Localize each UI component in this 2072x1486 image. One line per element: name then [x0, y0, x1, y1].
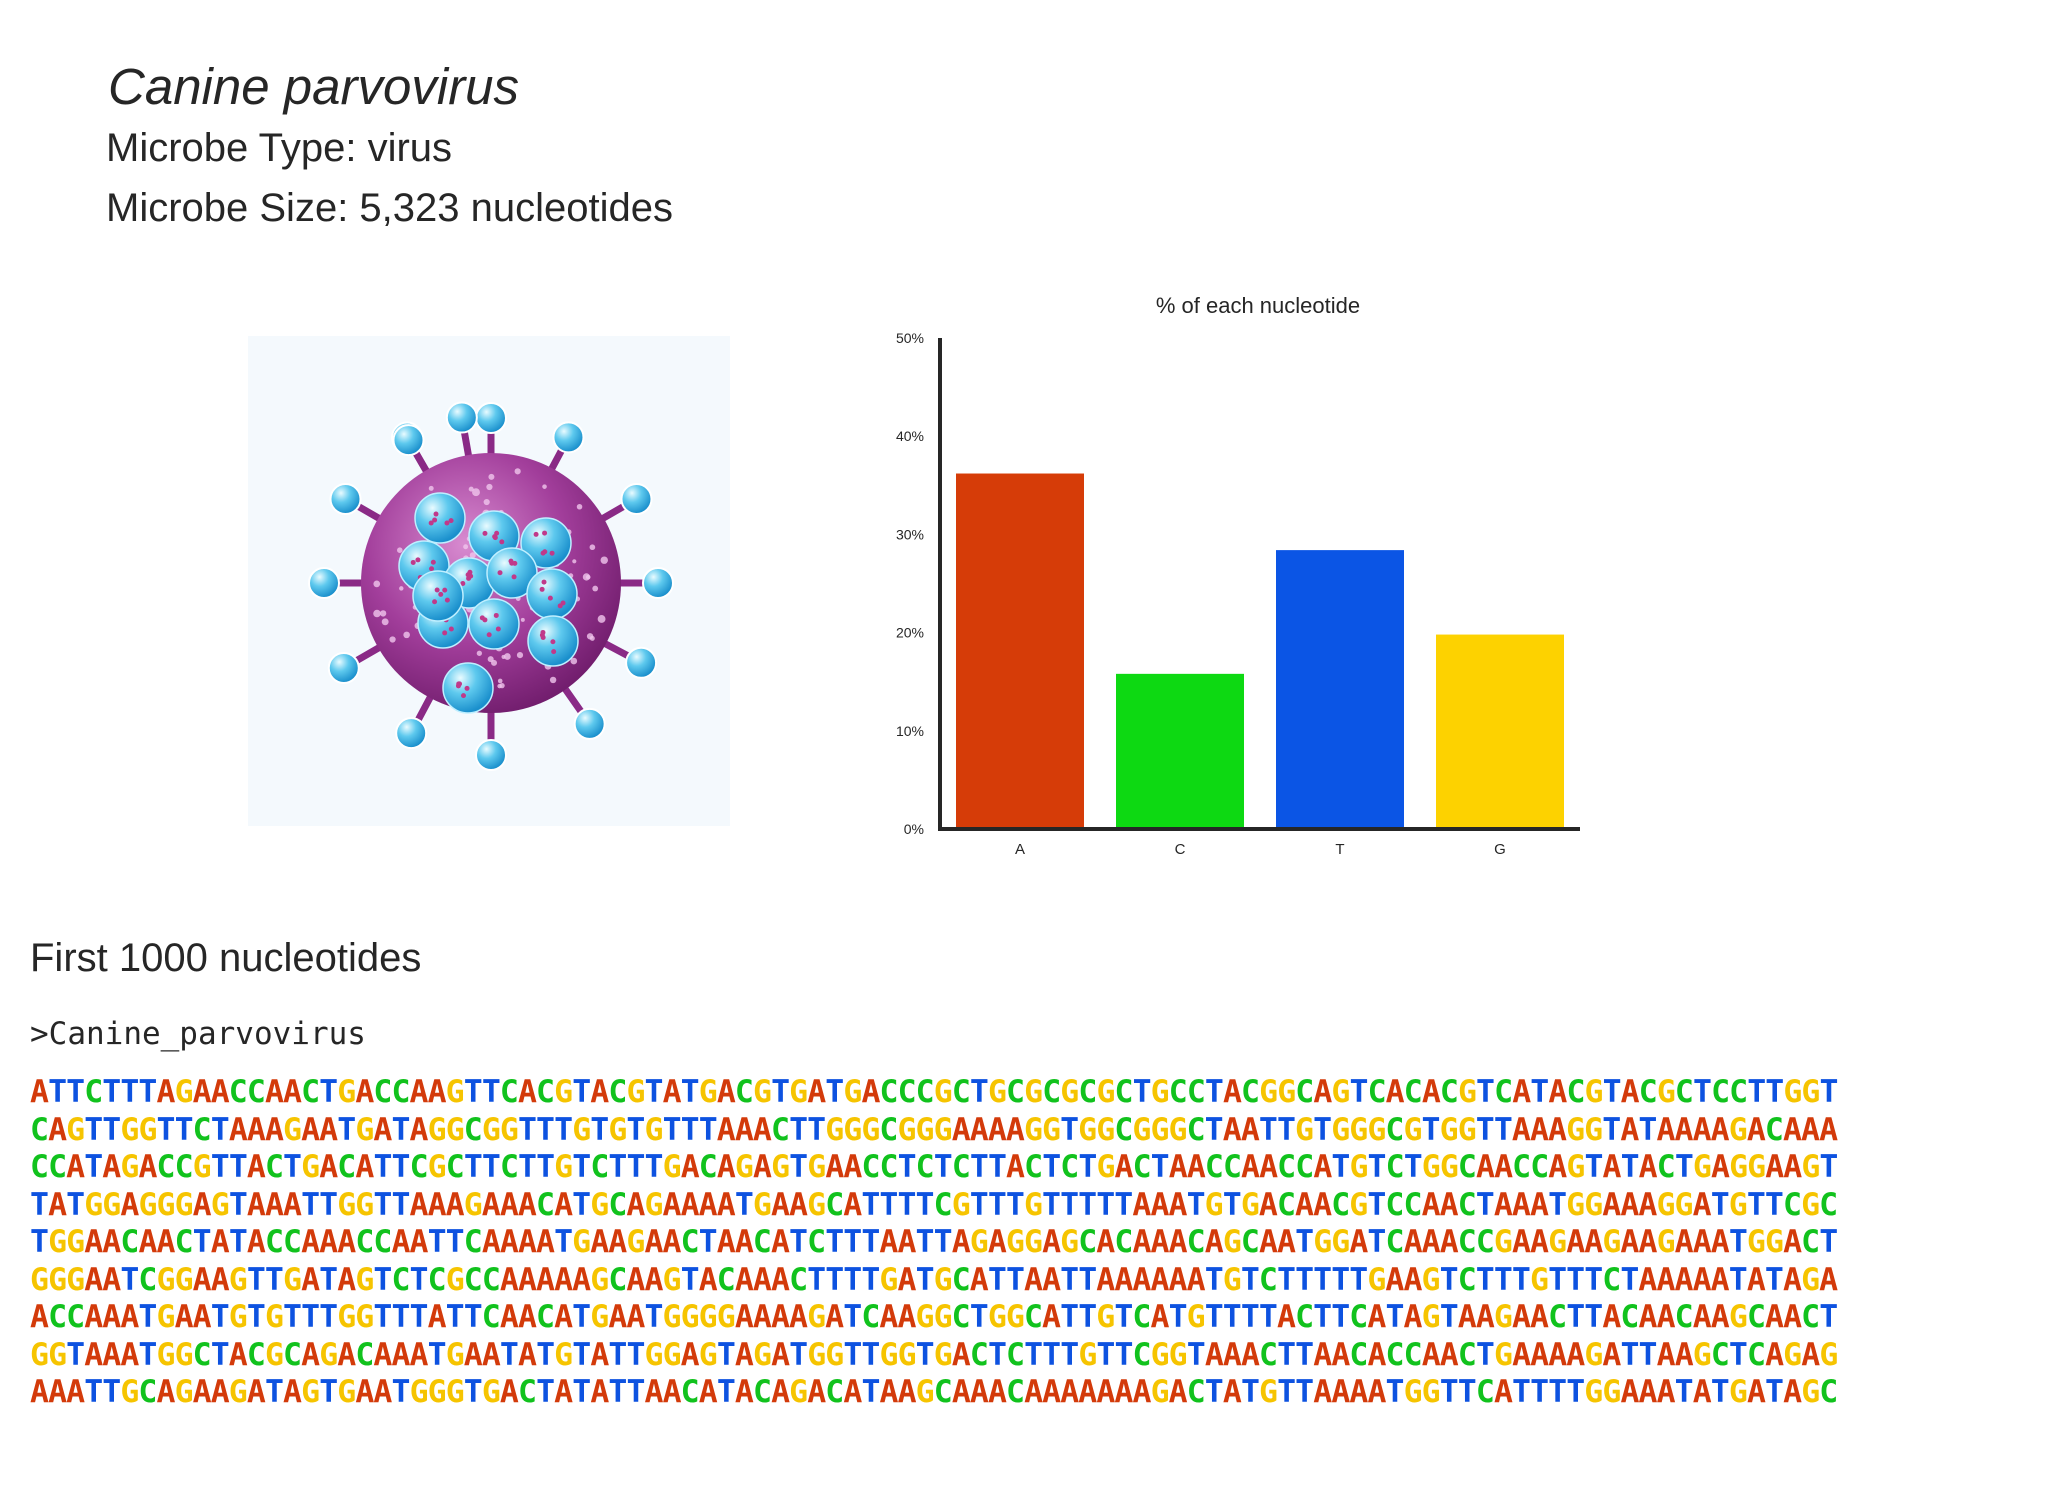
y-tick-label: 10% [896, 723, 924, 739]
sequence-line: GGGAATCGGAAGTTGATAGTCTCGCCAAAAAGCAAGTACA… [30, 1261, 1838, 1298]
sequence-line: CAGTTGGTTCTAAAGAATGATAGGCGGTTTGTGTGTTTAA… [30, 1111, 1838, 1148]
nucleotide-bar-chart: % of each nucleotide 0% 10% 20% 30% 40% 50% A… [896, 293, 1580, 858]
sequence-line: ACCAAATGAATGTGTTTGGTTTATTCAACATGAATGGGGA… [30, 1299, 1838, 1335]
bar-G [1436, 634, 1564, 829]
bar-C [1116, 673, 1244, 829]
nucleotide-sequence: ATTCTTTAGAACCAACTGACCAAGTTCACGTACGTATGAC… [30, 1074, 1838, 1412]
sequence-line: TGGAACAACTATACCAAACCAATTCAAAATGAAGAACTAA… [30, 1224, 1838, 1260]
sequence-line: AAATTGCAGAAGATAGTGAATGGGTGACTATATTAACATA… [30, 1374, 1838, 1410]
sequence-line: TATGGAGGGAGTAAATTGGTTAAAGAAACATGCAGAAAAT… [30, 1186, 1838, 1223]
sequence-line: CCATAGACCGTTACTGACATTCGCTTCTTGTCTTTGACAG… [30, 1149, 1838, 1185]
x-tick-label: A [1015, 841, 1025, 858]
x-tick-label: C [1175, 841, 1186, 858]
bar-A [956, 473, 1084, 829]
microbe-type: Microbe Type: virus [106, 126, 453, 170]
microbe-size: Microbe Size: 5,323 nucleotides [106, 186, 673, 230]
sequence-section-title: First 1000 nucleotides [30, 936, 422, 980]
virus-illustration [248, 336, 730, 826]
chart-title: % of each nucleotide [1156, 293, 1360, 318]
y-tick-label: 30% [896, 526, 924, 542]
fasta-header: >Canine_parvovirus [30, 1016, 366, 1052]
x-tick-label: G [1494, 841, 1506, 858]
x-tick-label: T [1335, 841, 1344, 858]
y-tick-label: 20% [896, 625, 924, 641]
organism-name: Canine parvovirus [108, 58, 520, 115]
sequence-line: GGTAAATGGCTACGCAGACAAATGAATATGTATTGGAGTA… [30, 1336, 1838, 1373]
y-tick-label: 40% [896, 428, 924, 444]
bar-T [1276, 550, 1404, 829]
y-tick-label: 0% [904, 821, 924, 837]
y-tick-label: 50% [896, 330, 924, 346]
sequence-line: ATTCTTTAGAACCAACTGACCAAGTTCACGTACGTATGAC… [30, 1074, 1838, 1110]
